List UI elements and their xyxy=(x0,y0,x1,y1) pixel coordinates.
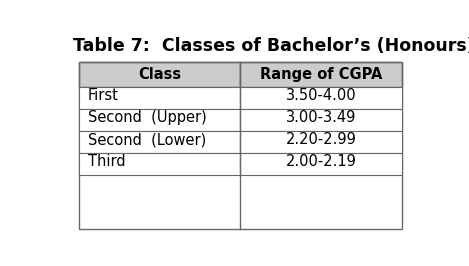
Bar xyxy=(79,153,240,175)
Bar xyxy=(240,88,402,109)
Text: 3.00-3.49: 3.00-3.49 xyxy=(286,110,356,125)
Text: 3.50-4.00: 3.50-4.00 xyxy=(286,88,356,103)
Bar xyxy=(240,131,402,153)
Text: 2.20-2.99: 2.20-2.99 xyxy=(286,132,356,147)
Text: Third: Third xyxy=(88,154,125,169)
Text: Table 7:  Classes of Bachelor’s (Honours) Degree: Table 7: Classes of Bachelor’s (Honours)… xyxy=(73,37,469,55)
Text: First: First xyxy=(88,88,119,103)
Bar xyxy=(79,131,240,153)
Bar xyxy=(240,62,402,88)
Text: Class: Class xyxy=(138,67,181,82)
Bar xyxy=(79,62,402,228)
Text: Range of CGPA: Range of CGPA xyxy=(260,67,382,82)
Text: 2.00-2.19: 2.00-2.19 xyxy=(286,154,356,169)
Text: Second  (Upper): Second (Upper) xyxy=(88,110,206,125)
Text: Second  (Lower): Second (Lower) xyxy=(88,132,206,147)
Bar xyxy=(79,109,240,131)
Bar xyxy=(240,153,402,175)
Bar xyxy=(240,109,402,131)
Bar xyxy=(79,62,240,88)
Bar xyxy=(79,88,240,109)
